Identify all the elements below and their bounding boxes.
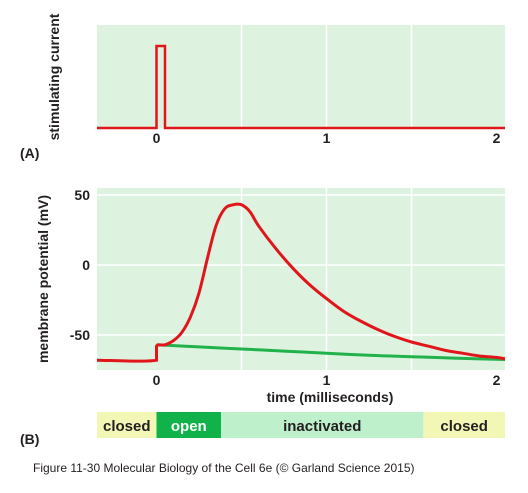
panel-b-x-tick-label: 2 bbox=[493, 372, 501, 388]
panel-a-plot-area bbox=[97, 25, 505, 128]
panel-b: membrane potential (mV) 50 0 -50 0 1 2 time … bbox=[20, 187, 506, 447]
state-label-open: open bbox=[171, 418, 207, 435]
state-label-inactivated: inactivated bbox=[283, 418, 361, 435]
panel-a-gridlines bbox=[240, 25, 413, 128]
panel-b-y-ticks: 50 0 -50 bbox=[70, 187, 90, 343]
panel-b-y-tick-label: 0 bbox=[82, 257, 90, 273]
state-segment-open bbox=[156, 412, 222, 438]
panel-b-ylabel: membrane potential (mV) bbox=[35, 195, 51, 363]
state-label-closed: closed bbox=[103, 418, 151, 435]
stimulus-pulse-line bbox=[97, 44, 505, 130]
panel-b-plot-area bbox=[97, 188, 505, 370]
state-segment-closed bbox=[97, 412, 157, 438]
panel-b-x-tick-label: 1 bbox=[323, 372, 331, 388]
panel-a-label: (A) bbox=[20, 145, 39, 161]
state-label-closed: closed bbox=[440, 418, 488, 435]
panel-b-label: (B) bbox=[20, 431, 39, 447]
channel-state-bar: closed open inactivated closed bbox=[97, 412, 505, 438]
panel-b-gridlines bbox=[97, 188, 505, 370]
panel-b-y-tick-label: 50 bbox=[74, 187, 90, 203]
state-segment-inactivated bbox=[221, 412, 424, 438]
panel-a-curves bbox=[97, 44, 505, 130]
panel-b-y-tick-label: -50 bbox=[70, 327, 90, 343]
panel-b-x-ticks: 0 1 2 bbox=[153, 372, 501, 388]
panel-a-x-tick-label: 1 bbox=[323, 130, 331, 146]
action-potential-curve bbox=[96, 202, 506, 363]
panel-a-x-ticks: 0 1 2 bbox=[153, 130, 501, 146]
panel-a: stimulating current (A) 0 1 2 bbox=[20, 13, 505, 161]
figure-caption: Figure 11-30 Molecular Biology of the Ce… bbox=[33, 461, 415, 475]
panel-b-curves bbox=[96, 202, 506, 363]
panel-a-x-tick-label: 0 bbox=[153, 130, 161, 146]
panel-b-xlabel: time (milliseconds) bbox=[267, 389, 394, 405]
state-segment-closed bbox=[423, 412, 505, 438]
panel-a-x-tick-label: 2 bbox=[493, 130, 501, 146]
panel-a-ylabel-line1: stimulating current bbox=[46, 13, 62, 140]
panel-b-x-tick-label: 0 bbox=[153, 372, 161, 388]
resting-decay-curve bbox=[156, 343, 506, 361]
